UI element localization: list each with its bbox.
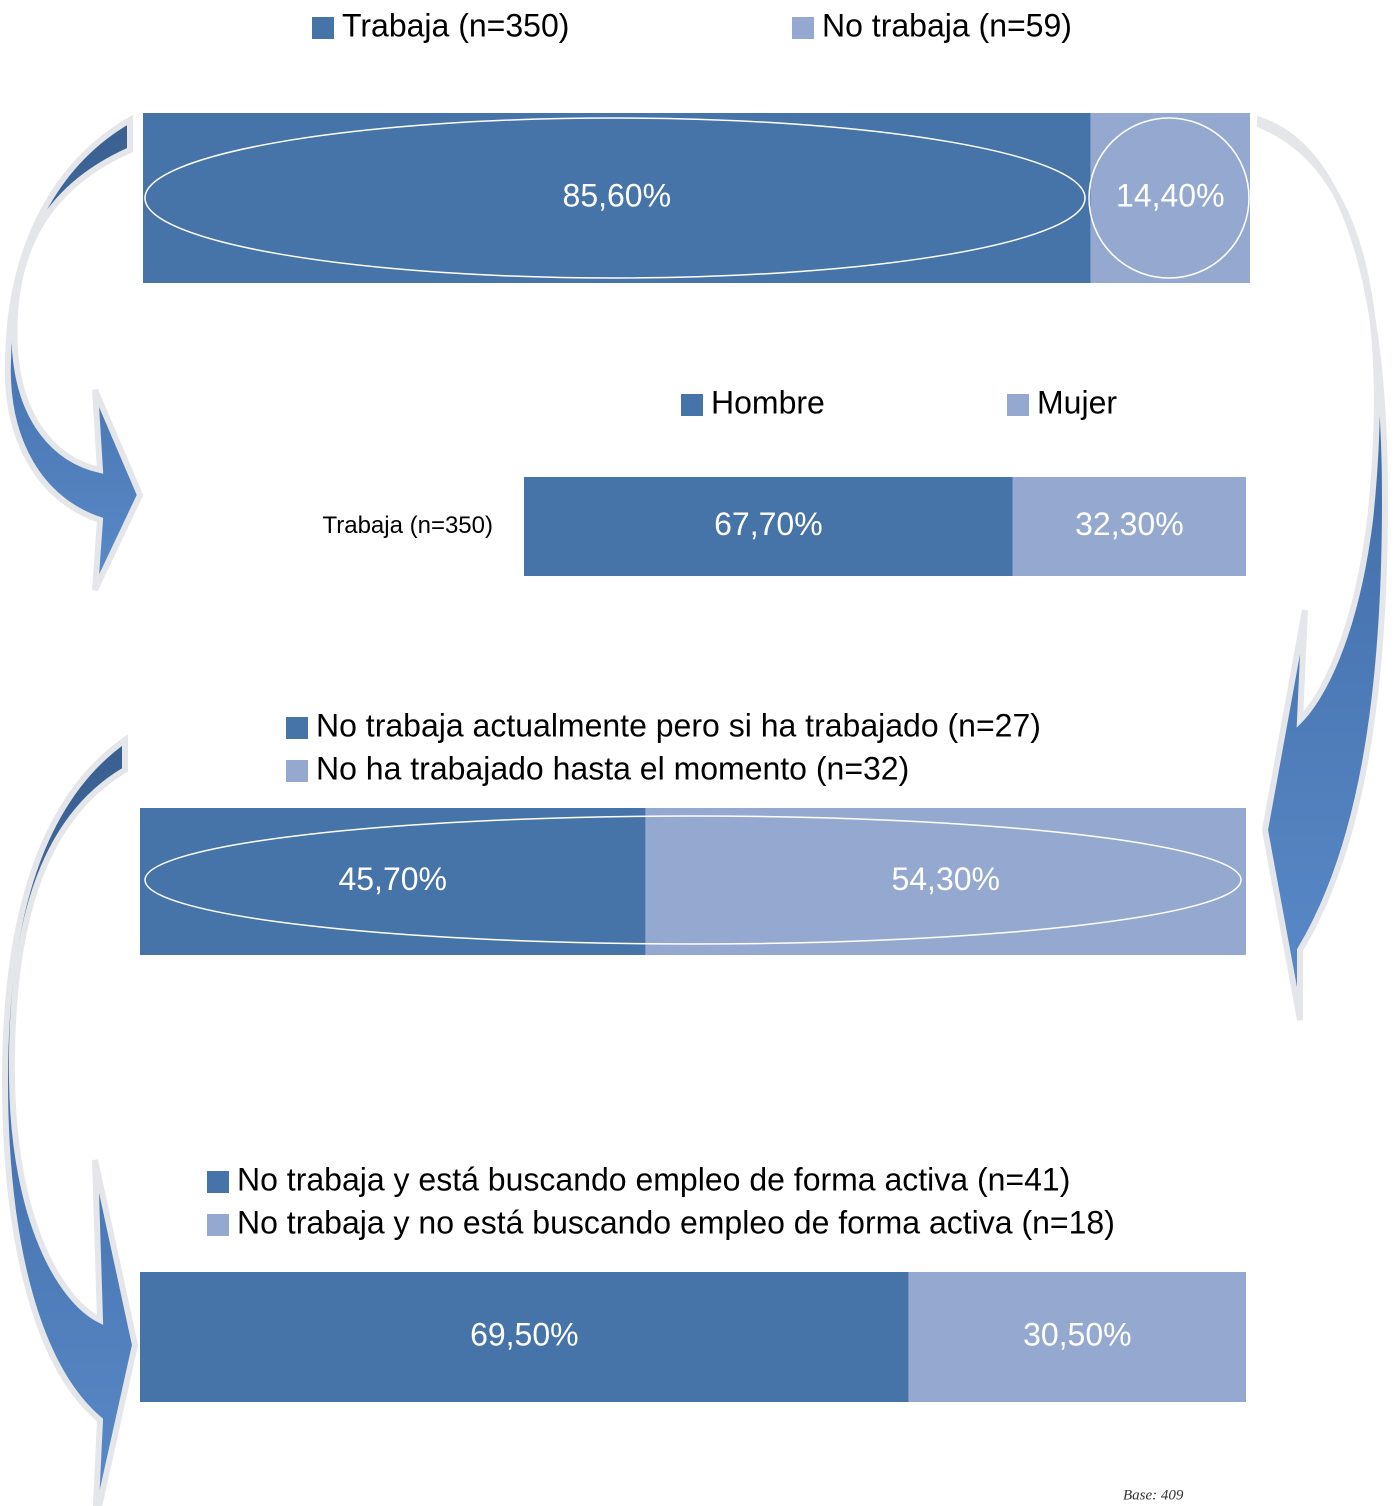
flow-arrows <box>1 114 1389 1506</box>
arrow-right <box>1257 115 1389 1021</box>
bar-segment <box>143 113 1091 283</box>
legend-label: No trabaja (n=59) <box>822 7 1072 43</box>
bar-segment <box>140 1272 909 1402</box>
legend-label: Hombre <box>711 384 825 420</box>
value-label: 45,70% <box>338 861 447 897</box>
legend-swatch <box>207 1171 229 1193</box>
legend-swatch <box>1007 394 1029 416</box>
arrow-left-top <box>4 114 144 592</box>
footnote: Base: 409 <box>1123 1487 1184 1503</box>
bar-segment <box>140 808 646 955</box>
legend-label: No trabaja actualmente pero si ha trabaj… <box>316 707 1041 743</box>
legend-label: No ha trabajado hasta el momento (n=32) <box>316 750 909 786</box>
bar-segment <box>645 808 1246 955</box>
bar-segment <box>1090 113 1250 283</box>
legend-swatch <box>286 760 308 782</box>
highlight-ellipse <box>144 117 1086 279</box>
highlight-ellipse <box>144 815 1242 945</box>
arrow-left-bottom <box>1 734 139 1506</box>
value-label: 14,40% <box>1116 177 1225 213</box>
legend-swatch <box>792 17 814 39</box>
legend-swatch <box>312 17 334 39</box>
legend-label: No trabaja y está buscando empleo de for… <box>237 1161 1070 1197</box>
legend-swatch <box>286 717 308 739</box>
legend-label: No trabaja y no está buscando empleo de … <box>237 1204 1115 1240</box>
bar-segment <box>524 477 1013 576</box>
legend-swatch <box>207 1214 229 1236</box>
value-label: 69,50% <box>470 1316 579 1352</box>
bar-segment <box>908 1272 1246 1402</box>
value-label: 32,30% <box>1075 506 1184 542</box>
bar-segment <box>1012 477 1246 576</box>
highlight-ellipse <box>1088 117 1250 279</box>
legend-label: Trabaja (n=350) <box>342 7 569 43</box>
value-label: 30,50% <box>1023 1316 1132 1352</box>
value-label: 85,60% <box>563 177 672 213</box>
value-label: 54,30% <box>891 861 1000 897</box>
legend-label: Mujer <box>1037 384 1117 420</box>
category-label: Trabaja (n=350) <box>322 512 493 539</box>
legend-swatch <box>681 394 703 416</box>
value-label: 67,70% <box>714 506 823 542</box>
